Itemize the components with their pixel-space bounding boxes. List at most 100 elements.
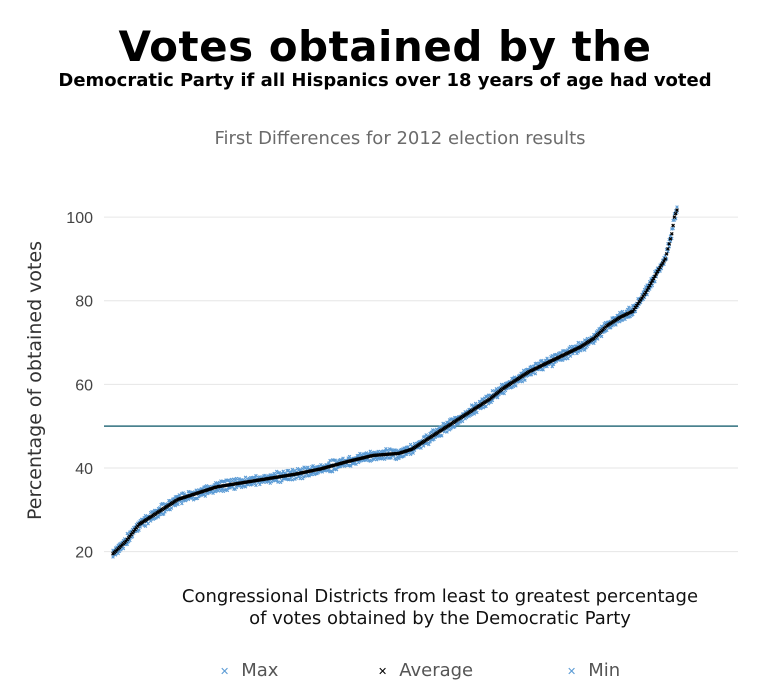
data-point — [571, 344, 575, 349]
data-point — [620, 318, 625, 322]
data-point — [663, 257, 668, 261]
data-point — [642, 287, 647, 292]
data-point — [643, 290, 648, 295]
data-point — [143, 513, 148, 518]
data-point — [429, 430, 434, 435]
series-average — [111, 208, 679, 556]
data-point — [406, 445, 410, 449]
data-point — [592, 341, 596, 346]
data-point — [472, 412, 477, 416]
data-point — [219, 489, 223, 493]
data-point — [490, 398, 495, 403]
data-point — [671, 226, 675, 231]
y-tick-label: 40 — [75, 461, 93, 478]
data-point — [183, 498, 188, 503]
data-point — [254, 483, 258, 488]
data-point — [654, 272, 659, 276]
data-point — [157, 506, 162, 510]
data-point — [333, 458, 338, 463]
data-point — [419, 446, 423, 450]
data-point — [277, 470, 282, 475]
data-point — [675, 208, 679, 212]
legend-label-average: Average — [399, 660, 474, 681]
data-point — [649, 281, 653, 286]
data-point — [667, 241, 672, 246]
data-point — [653, 279, 657, 284]
data-point — [328, 458, 332, 463]
data-point — [627, 305, 631, 310]
data-point — [349, 464, 353, 468]
data-point — [354, 462, 358, 467]
x-axis-label-line-2: of votes obtained by the Democratic Part… — [249, 608, 631, 629]
data-point — [287, 477, 292, 482]
data-point — [290, 478, 295, 482]
data-point — [411, 451, 415, 455]
x-marker-icon: ✕ — [220, 664, 230, 678]
data-point — [675, 205, 679, 209]
data-point — [529, 364, 534, 369]
data-point — [203, 494, 208, 498]
data-point — [582, 348, 587, 352]
data-point — [394, 457, 399, 462]
legend-item-min[interactable]: ✕ Min — [567, 660, 620, 681]
data-point — [180, 501, 184, 506]
data-point — [341, 456, 345, 461]
data-point — [645, 292, 649, 297]
series-min — [111, 210, 679, 559]
data-point — [439, 434, 444, 438]
data-point — [625, 307, 630, 312]
data-point — [541, 367, 545, 372]
data-point — [614, 323, 618, 327]
data-point — [234, 485, 239, 490]
data-point — [294, 476, 299, 480]
data-point — [169, 506, 174, 510]
y-axis-label: Percentage of obtained votes — [24, 240, 46, 520]
data-point — [397, 456, 401, 461]
data-point — [161, 512, 166, 516]
data-point — [523, 378, 527, 382]
grid-lines — [104, 216, 738, 553]
data-point — [334, 467, 339, 472]
series-max — [111, 205, 679, 553]
data-point — [347, 454, 352, 459]
y-tick-labels: 20 40 60 80 100 — [66, 210, 93, 562]
data-point — [672, 215, 677, 219]
data-point — [514, 384, 518, 388]
data-point — [412, 441, 417, 446]
data-point — [669, 231, 674, 236]
data-point — [356, 453, 361, 458]
data-point — [533, 371, 538, 376]
legend-item-average[interactable]: ✕ Average — [378, 660, 473, 681]
data-point — [116, 551, 120, 556]
data-point — [599, 334, 604, 339]
data-point — [493, 389, 497, 393]
data-point — [137, 528, 141, 532]
data-point — [258, 482, 262, 487]
data-point — [502, 391, 506, 396]
data-point — [173, 503, 178, 508]
data-point — [475, 410, 479, 415]
data-point — [290, 467, 295, 472]
data-point — [566, 356, 570, 361]
data-point — [281, 469, 286, 474]
data-point — [550, 364, 555, 369]
data-point — [666, 247, 670, 251]
data-point — [113, 553, 118, 557]
y-tick-label: 80 — [75, 294, 93, 311]
data-point — [226, 478, 231, 483]
data-point — [568, 354, 573, 358]
data-point — [298, 467, 302, 472]
data-point — [629, 306, 634, 311]
data-point — [449, 426, 453, 431]
data-point — [521, 368, 526, 373]
data-point — [511, 384, 516, 389]
legend-item-max[interactable]: ✕ Max — [220, 660, 278, 681]
data-point — [490, 388, 495, 393]
data-point — [119, 548, 123, 552]
data-point — [148, 519, 153, 523]
x-marker-icon: ✕ — [378, 664, 388, 678]
data-point — [671, 223, 675, 228]
y-tick-label: 100 — [66, 210, 93, 227]
data-point — [243, 475, 248, 480]
data-point — [631, 312, 635, 317]
